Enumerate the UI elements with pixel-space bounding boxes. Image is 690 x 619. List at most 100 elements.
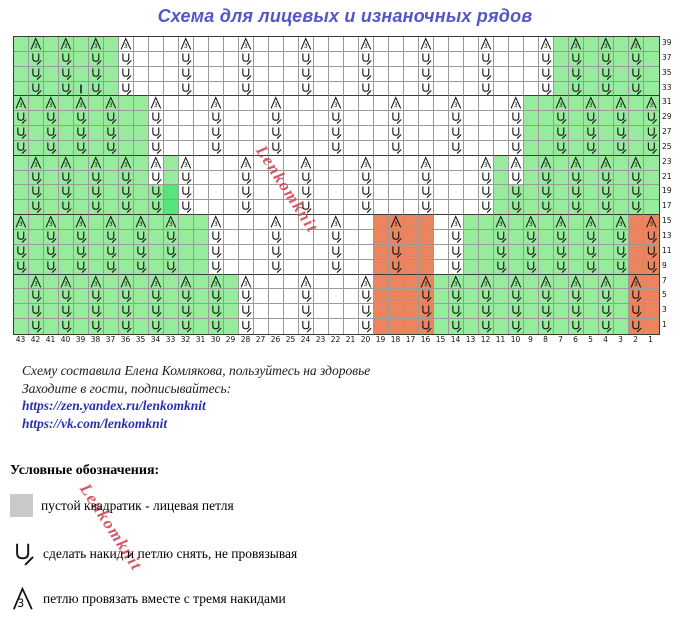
grid-cell bbox=[569, 81, 584, 97]
grid-cell bbox=[254, 96, 269, 112]
svg-text:3: 3 bbox=[334, 102, 338, 109]
grid-cell bbox=[299, 244, 314, 260]
svg-text:3: 3 bbox=[454, 280, 458, 287]
grid-cell bbox=[14, 51, 29, 67]
grid-cell: 3 bbox=[29, 37, 44, 52]
grid-cell bbox=[329, 200, 344, 216]
grid-cell bbox=[29, 140, 44, 156]
grid-cell bbox=[614, 259, 629, 275]
grid-cell: 3 bbox=[494, 215, 509, 230]
grid-cell bbox=[14, 259, 29, 275]
grid-cell bbox=[194, 274, 209, 290]
grid-cell bbox=[449, 200, 464, 216]
svg-text:3: 3 bbox=[64, 280, 68, 287]
column-number: 11 bbox=[495, 335, 506, 344]
grid-cell bbox=[359, 200, 374, 216]
grid-cell bbox=[209, 289, 224, 305]
grid-cell bbox=[329, 244, 344, 260]
page-title: Схема для лицевых и изнаночных рядов bbox=[157, 6, 533, 26]
grid-cell bbox=[269, 111, 284, 127]
row-number: 11 bbox=[662, 245, 672, 255]
grid-cell bbox=[239, 51, 254, 67]
grid-cell bbox=[164, 319, 179, 334]
vk-link[interactable]: https://vk.com/lenkomknit bbox=[22, 415, 168, 431]
grid-cell bbox=[59, 215, 74, 230]
grid-cell bbox=[329, 37, 344, 52]
grid-cell bbox=[299, 259, 314, 275]
grid-cell bbox=[299, 140, 314, 156]
empty-square-icon bbox=[10, 494, 33, 517]
grid-cell bbox=[539, 215, 554, 230]
knit3tog-icon: 3 bbox=[10, 585, 36, 613]
zen-yandex-link[interactable]: https://zen.yandex.ru/lenkomknit bbox=[22, 398, 206, 413]
grid-cell: 3 bbox=[44, 96, 59, 112]
column-number: 28 bbox=[240, 335, 251, 344]
grid-cell bbox=[224, 51, 239, 67]
grid-cell bbox=[209, 111, 224, 127]
grid-cell bbox=[539, 200, 554, 216]
grid-cell bbox=[419, 111, 434, 127]
grid-cell bbox=[509, 259, 524, 275]
grid-cell bbox=[614, 140, 629, 156]
row-number: 5 bbox=[662, 290, 667, 300]
grid-cell bbox=[149, 229, 164, 245]
grid-cell bbox=[329, 81, 344, 97]
grid-cell bbox=[434, 96, 449, 112]
grid-cell bbox=[599, 126, 614, 141]
grid-cell bbox=[374, 155, 389, 171]
grid-cell bbox=[614, 274, 629, 290]
grid-cell bbox=[59, 111, 74, 127]
grid-cell bbox=[584, 140, 599, 156]
column-number: 3 bbox=[618, 335, 623, 344]
column-number: 27 bbox=[255, 335, 266, 344]
grid-cell bbox=[194, 81, 209, 97]
grid-cell bbox=[644, 259, 659, 275]
grid-cell bbox=[254, 126, 269, 141]
grid-cell bbox=[89, 185, 104, 201]
grid-cell bbox=[614, 304, 629, 320]
grid-cell: 3 bbox=[269, 96, 284, 112]
grid-cell: 3 bbox=[629, 155, 644, 171]
row-number: 31 bbox=[662, 97, 672, 107]
column-numbers: 43 42 41 40 39 38 37 36 35 34 33 32 31 30 29 28 27 26 25 24… bbox=[13, 335, 658, 344]
grid-cell bbox=[104, 319, 119, 334]
grid-cell bbox=[209, 37, 224, 52]
grid-cell bbox=[449, 289, 464, 305]
grid-cell bbox=[254, 185, 269, 201]
grid-cell bbox=[479, 96, 494, 112]
column-number: 1 bbox=[648, 335, 653, 344]
grid-cell bbox=[359, 259, 374, 275]
grid-cell bbox=[209, 319, 224, 334]
grid-cell bbox=[614, 37, 629, 52]
grid-cell bbox=[194, 319, 209, 334]
grid-cell: 3 bbox=[179, 37, 194, 52]
grid-cell bbox=[239, 289, 254, 305]
grid-cell bbox=[434, 200, 449, 216]
svg-text:3: 3 bbox=[109, 102, 113, 109]
grid-cell: 3 bbox=[629, 274, 644, 290]
row-number: 27 bbox=[662, 127, 672, 137]
row-number: 23 bbox=[662, 156, 672, 166]
grid-cell bbox=[224, 259, 239, 275]
grid-cell bbox=[359, 319, 374, 334]
grid-cell bbox=[224, 229, 239, 245]
grid-cell bbox=[179, 51, 194, 67]
grid-cell bbox=[74, 319, 89, 334]
grid-cell: 3 bbox=[554, 96, 569, 112]
grid-cell bbox=[584, 51, 599, 67]
grid-cell bbox=[509, 200, 524, 216]
grid-cell bbox=[419, 96, 434, 112]
grid-cell bbox=[239, 96, 254, 112]
grid-cell bbox=[614, 111, 629, 127]
grid-cell: 3 bbox=[599, 155, 614, 171]
grid-cell bbox=[164, 229, 179, 245]
grid-cell bbox=[194, 111, 209, 127]
grid-cell bbox=[434, 185, 449, 201]
grid-cell bbox=[494, 140, 509, 156]
grid-cell bbox=[629, 51, 644, 67]
grid-cell bbox=[464, 81, 479, 97]
grid-cell bbox=[524, 37, 539, 52]
grid-cell bbox=[374, 200, 389, 216]
grid-cell bbox=[239, 185, 254, 201]
grid-cell bbox=[344, 229, 359, 245]
